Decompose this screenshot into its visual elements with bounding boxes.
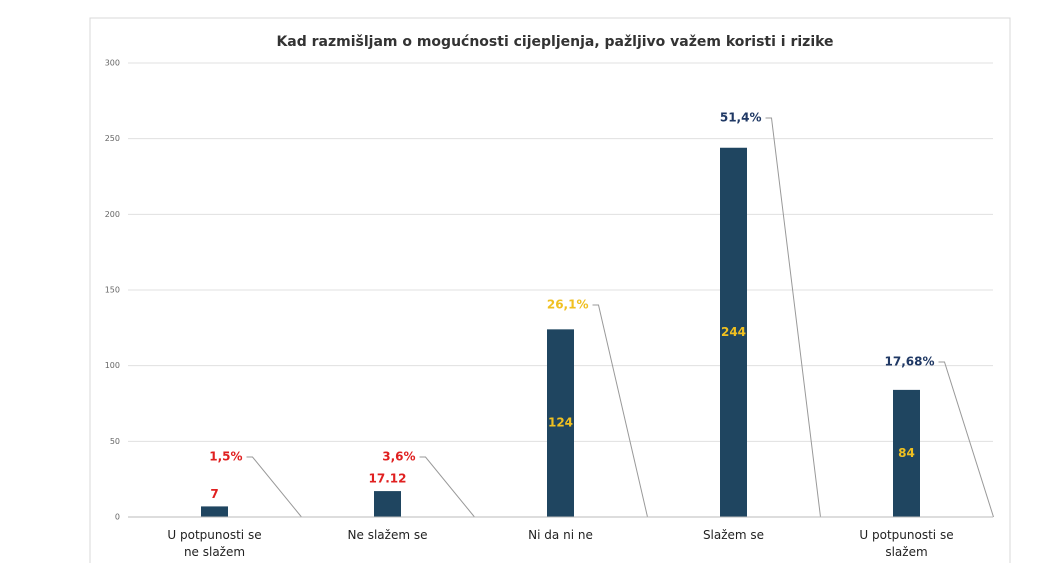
- leader-line: [592, 304, 648, 518]
- bar: [201, 506, 228, 517]
- bar: [893, 389, 920, 517]
- y-tick-label: 150: [105, 286, 120, 295]
- value-label: 17.12: [369, 472, 407, 486]
- value-label: 84: [898, 446, 915, 460]
- y-tick-label: 250: [105, 134, 120, 143]
- percent-label: 51,4%: [720, 111, 762, 125]
- percent-label: 1,5%: [209, 450, 242, 464]
- x-tick-label: U potpunosti se ne slažem: [167, 528, 262, 559]
- value-label: 7: [210, 487, 218, 501]
- percent-label: 17,68%: [885, 355, 935, 369]
- leader-line: [246, 456, 302, 518]
- leader-line: [419, 456, 475, 518]
- x-tick-label: Ni da ni ne: [528, 528, 593, 542]
- y-tick-label: 50: [110, 437, 120, 446]
- leader-line: [938, 361, 994, 518]
- y-tick-label: 0: [115, 513, 120, 522]
- chart-title: Kad razmišljam o mogućnosti cijepljenja,…: [276, 34, 833, 50]
- percent-label: 3,6%: [382, 450, 415, 464]
- bar: [374, 491, 401, 517]
- x-tick-label: U potpunosti se slažem: [859, 528, 954, 559]
- y-tick-label: 200: [105, 210, 120, 219]
- y-tick-label: 100: [105, 361, 120, 370]
- value-label: 244: [721, 325, 746, 339]
- y-tick-label: 300: [105, 59, 120, 68]
- value-label: 124: [548, 416, 573, 430]
- x-tick-label: Slažem se: [702, 528, 765, 542]
- percent-label: 26,1%: [547, 298, 589, 312]
- bar: [720, 147, 747, 517]
- x-tick-label: Ne slažem se: [347, 528, 428, 542]
- leader-line: [765, 117, 821, 518]
- bar: [547, 329, 574, 517]
